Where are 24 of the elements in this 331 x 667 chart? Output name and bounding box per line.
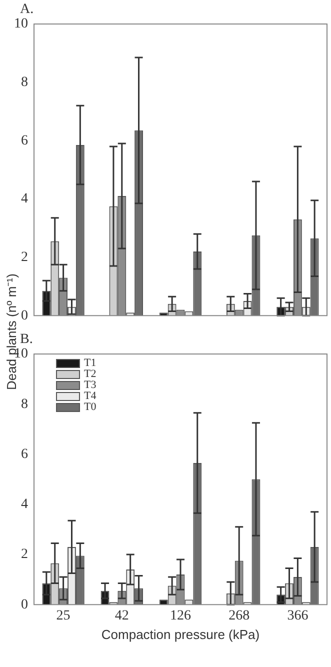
legend-label: T4 [84, 390, 96, 402]
x-tick-label: 366 [287, 608, 308, 624]
y-tick-label: 2 [21, 250, 28, 265]
y-tick-label: 4 [21, 497, 28, 512]
x-axis-title: Compaction pressure (kPa) [101, 626, 260, 642]
x-tick-label: 126 [170, 608, 191, 624]
x-tick-label: 42 [114, 608, 129, 624]
y-tick-label: 0 [21, 308, 28, 324]
y-tick-label: 8 [21, 74, 28, 90]
y-tick-label: 8 [21, 396, 28, 412]
legend-label: T2 [84, 368, 96, 380]
y-tick-label: 10 [14, 16, 28, 32]
y-tick-label: 0 [21, 597, 28, 612]
y-tick-label: 2 [21, 547, 28, 562]
legend-label: T0 [84, 401, 96, 413]
x-tick-label: 25 [56, 608, 70, 624]
y-tick-label: 6 [21, 446, 28, 462]
x-tick-label: 268 [228, 608, 250, 624]
chart-title: B. [20, 332, 33, 348]
y-tick-label: 6 [21, 133, 28, 148]
chart-title: A. [20, 2, 34, 18]
y-tick-label: 4 [21, 192, 28, 207]
legend-label: T1 [84, 357, 96, 369]
legend-label: T3 [84, 379, 96, 391]
